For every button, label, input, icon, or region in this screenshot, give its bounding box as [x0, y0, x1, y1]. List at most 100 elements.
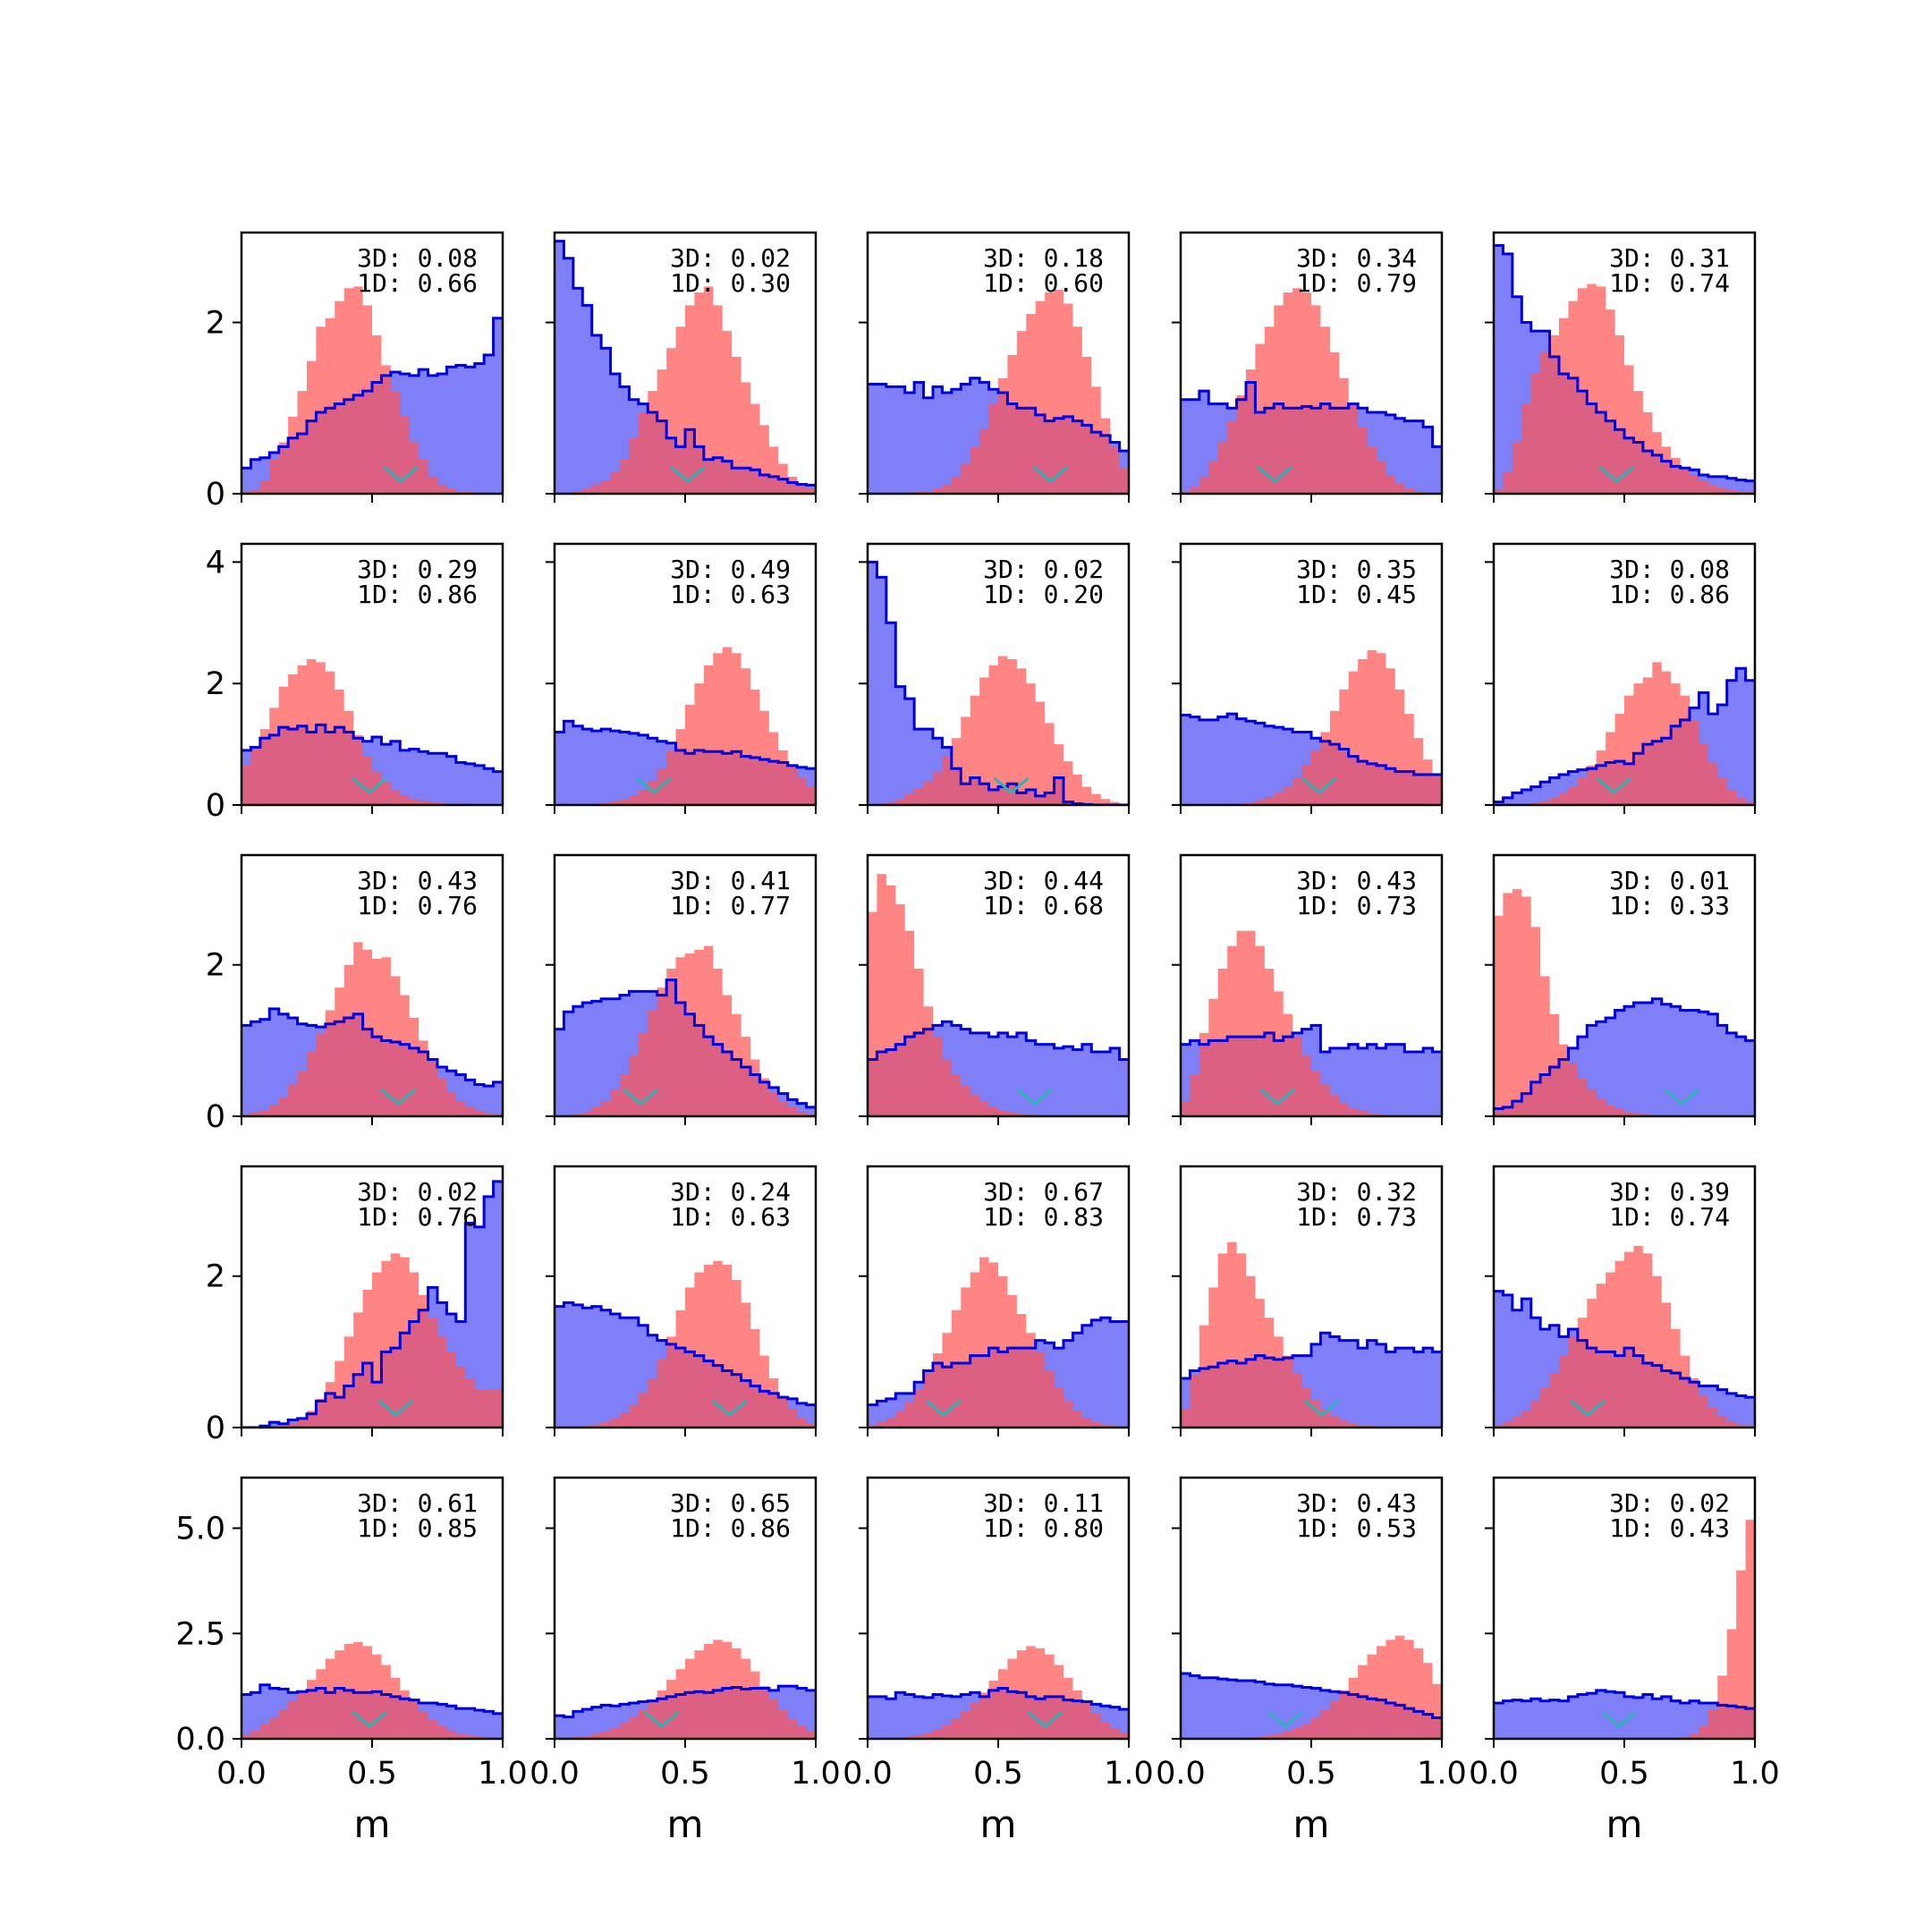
panel-r3-c1-annotation-3d: 3D: 0.43	[357, 866, 478, 895]
panel-r5-c3-xtick-label: 0.5	[973, 1756, 1023, 1792]
panel-r2-c3-annotation-3d: 3D: 0.02	[983, 555, 1104, 584]
panel-r4-c2-annotation-1d: 1D: 0.63	[670, 1202, 791, 1232]
panel-r4-c1-annotation-3d: 3D: 0.02	[357, 1177, 478, 1207]
panel-r5-c5-annotation-1d: 1D: 0.43	[1609, 1513, 1730, 1543]
panel-r2-c1-annotation-3d: 3D: 0.29	[357, 555, 478, 584]
panel-r5-c2-red-hist	[555, 1640, 816, 1739]
panel-r2-c1-red-hist	[242, 659, 503, 805]
panel-r5-c1-xtick-label: 1.0	[478, 1756, 528, 1792]
panel-r5-c2-xtick-label: 0.5	[660, 1756, 710, 1792]
panel-r1-c2-annotation-3d: 3D: 0.02	[670, 243, 791, 273]
panel-r5-c5-annotation-3d: 3D: 0.02	[1609, 1488, 1730, 1518]
panel-r5-c2-marker	[643, 1710, 680, 1728]
panel-r5-c2-xtick-label: 1.0	[791, 1756, 841, 1792]
panel-r4-c4-blue-hist-line	[1181, 1331, 1442, 1380]
panel-r5-c1-xlabel: m	[354, 1802, 391, 1846]
panel-r2-c1-blue-hist-line	[242, 723, 503, 774]
panel-r1-c4-annotation-3d: 3D: 0.34	[1296, 243, 1417, 273]
panel-r1-c5-marker	[1598, 465, 1635, 483]
panel-r3-c4-red-hist	[1181, 930, 1442, 1116]
panel-r2-c3-red-hist	[868, 656, 1129, 805]
panel-r2-c1-marker	[352, 776, 388, 794]
panel-r1-c1-annotation-1d: 1D: 0.66	[357, 268, 478, 298]
panel-r3-c5-annotation-3d: 3D: 0.01	[1609, 866, 1730, 895]
panel-r1-c2-red-hist	[555, 286, 816, 494]
panel-r2-c1-ytick-label: 4	[206, 545, 225, 580]
panel-r5-c2-blue-hist-line	[555, 1684, 816, 1719]
panel-r4-c1-marker	[377, 1399, 414, 1417]
panel-r3-c4-annotation-1d: 1D: 0.73	[1296, 891, 1417, 920]
panel-r1-c2-blue-hist-fill	[555, 241, 816, 494]
panel-r4-c1-ytick-label: 2	[206, 1259, 225, 1295]
panel-r3-c1-ytick-label: 2	[206, 948, 225, 984]
panel-r2-c1-annotation-1d: 1D: 0.86	[357, 580, 478, 609]
panel-r3-c2-annotation-3d: 3D: 0.41	[670, 866, 791, 895]
panel-r5-c3-annotation-1d: 1D: 0.80	[983, 1513, 1104, 1543]
panel-r5-c4-xtick-label: 1.0	[1417, 1756, 1467, 1792]
panel-r3-c2-marker	[623, 1088, 659, 1106]
panel-r2-c3-blue-hist-line	[868, 560, 1129, 805]
panel-r3-c3-annotation-3d: 3D: 0.44	[983, 866, 1104, 895]
panel-r5-c4-xtick-label: 0.5	[1286, 1756, 1336, 1792]
panel-r2-c5-annotation-1d: 1D: 0.86	[1609, 580, 1730, 609]
panel-r3-c2-blue-hist-line	[555, 979, 816, 1109]
panel-r3-c3-marker	[1016, 1088, 1053, 1106]
panel-r5-c3-annotation-3d: 3D: 0.11	[983, 1488, 1104, 1518]
panel-r2-c5-annotation-3d: 3D: 0.08	[1609, 555, 1730, 584]
panel-r2-c4-annotation-1d: 1D: 0.45	[1296, 580, 1417, 609]
panel-r3-c3-blue-hist-line	[868, 1020, 1129, 1062]
panel-r4-c5-blue-hist-line	[1494, 1290, 1755, 1399]
panel-r5-c2-xtick-label: 0.0	[530, 1756, 580, 1792]
panel-r2-c1-ytick-label: 2	[206, 666, 225, 702]
panel-r5-c5-marker	[1601, 1710, 1638, 1728]
panel-r3-c5-marker	[1664, 1088, 1700, 1106]
panel-r3-c1-annotation-1d: 1D: 0.76	[357, 891, 478, 920]
panel-r5-c1-blue-hist-line	[242, 1683, 503, 1716]
panel-r1-c4-annotation-1d: 1D: 0.79	[1296, 268, 1417, 298]
panel-r1-c2-annotation-1d: 1D: 0.30	[670, 268, 791, 298]
panel-r4-c3-annotation-1d: 1D: 0.83	[983, 1202, 1104, 1232]
panel-r4-c2-annotation-3d: 3D: 0.24	[670, 1177, 791, 1207]
panel-r4-c5-marker	[1570, 1399, 1606, 1417]
panel-r4-c3-annotation-3d: 3D: 0.67	[983, 1177, 1104, 1207]
panel-r4-c4-annotation-1d: 1D: 0.73	[1296, 1202, 1417, 1232]
panel-r5-c4-xtick-label: 0.0	[1156, 1756, 1206, 1792]
panel-r1-c5-red-hist	[1494, 284, 1755, 494]
panel-r3-c4-marker	[1259, 1088, 1296, 1106]
panel-r2-c3-blue-hist-fill	[868, 562, 1129, 805]
panel-r4-c5-annotation-1d: 1D: 0.74	[1609, 1202, 1730, 1232]
panel-r2-c3-marker	[993, 776, 1030, 794]
panel-r2-c4-blue-hist-line	[1181, 712, 1442, 776]
panel-r2-c5-marker	[1596, 776, 1632, 794]
panel-r1-c1-ytick-label: 2	[206, 306, 225, 342]
panel-r2-c5-blue-hist-line	[1494, 666, 1755, 804]
panel-r5-c3-marker	[1027, 1710, 1063, 1728]
panel-r1-c3-blue-hist-line	[868, 377, 1129, 453]
panel-r5-c1-xtick-label: 0.5	[347, 1756, 397, 1792]
panel-r2-c4-annotation-3d: 3D: 0.35	[1296, 555, 1417, 584]
panel-r1-c2-marker	[669, 465, 706, 483]
panel-r5-c1-annotation-3d: 3D: 0.61	[357, 1488, 478, 1518]
panel-r4-c2-blue-hist-line	[555, 1301, 816, 1407]
panel-r1-c1-blue-hist-line	[242, 317, 503, 470]
panel-r1-c3-annotation-1d: 1D: 0.60	[983, 268, 1104, 298]
panel-r2-c2-red-hist	[555, 647, 816, 805]
panel-r4-c4-annotation-3d: 3D: 0.32	[1296, 1177, 1417, 1207]
panel-r5-c3-red-hist	[868, 1646, 1129, 1739]
panel-r3-c2-annotation-1d: 1D: 0.77	[670, 891, 791, 920]
panel-r1-c4-marker	[1257, 465, 1293, 483]
panel-r3-c5-annotation-1d: 1D: 0.33	[1609, 891, 1730, 920]
panel-r1-c1-marker	[383, 465, 419, 483]
panel-r5-c5-xlabel: m	[1606, 1802, 1643, 1846]
panel-r4-c5-annotation-3d: 3D: 0.39	[1609, 1177, 1730, 1207]
panel-r4-c1-red-hist	[242, 1253, 503, 1428]
panel-r4-c3-marker	[925, 1399, 962, 1417]
panel-r5-c1-annotation-1d: 1D: 0.85	[357, 1513, 478, 1543]
panel-r4-c2-marker	[711, 1399, 748, 1417]
panel-r5-c1-ytick-label: 5.0	[175, 1512, 225, 1547]
panel-r1-c1-annotation-3d: 3D: 0.08	[357, 243, 478, 273]
panel-r3-c3-annotation-1d: 1D: 0.68	[983, 891, 1104, 920]
panel-r5-c4-annotation-3d: 3D: 0.43	[1296, 1488, 1417, 1518]
panel-r5-c1-marker	[352, 1710, 388, 1728]
